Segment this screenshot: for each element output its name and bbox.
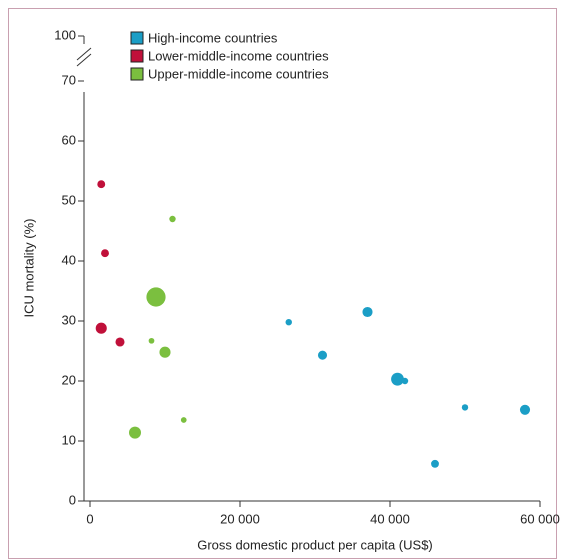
legend-label: Upper-middle-income countries xyxy=(148,66,329,81)
y-tick-label: 20 xyxy=(62,372,76,387)
x-tick-label: 0 xyxy=(86,511,93,526)
bubble xyxy=(362,306,373,318)
legend-label: Lower-middle-income countries xyxy=(148,48,329,63)
bubble xyxy=(101,249,109,258)
legend-label: High-income countries xyxy=(148,30,278,45)
legend-swatch xyxy=(130,31,144,45)
y-tick-label: 70 xyxy=(62,72,76,87)
y-tick-label: 30 xyxy=(62,312,76,327)
bubble xyxy=(461,404,469,411)
bubble xyxy=(391,372,404,386)
bubble xyxy=(148,337,155,344)
y-tick-label: 10 xyxy=(62,432,76,447)
bubble xyxy=(180,417,187,423)
bubble xyxy=(169,215,176,223)
bubble xyxy=(146,287,166,307)
bubble xyxy=(431,459,439,468)
x-tick-label: 40 000 xyxy=(370,511,410,526)
y-tick-label: 40 xyxy=(62,252,76,267)
bubble xyxy=(401,377,409,385)
bubble xyxy=(317,350,328,360)
y-tick-label: 50 xyxy=(62,192,76,207)
y-tick-label: 0 xyxy=(69,492,76,507)
x-tick-label: 60 000 xyxy=(520,511,560,526)
frame xyxy=(8,8,557,559)
bubble xyxy=(129,426,141,439)
bubble xyxy=(159,346,171,358)
bubble xyxy=(97,180,106,189)
bubble xyxy=(115,337,125,347)
y-tick-label: 100 xyxy=(54,27,76,42)
y-tick-label: 60 xyxy=(62,132,76,147)
bubble xyxy=(519,404,531,415)
bubble xyxy=(95,322,107,334)
bubble xyxy=(285,319,292,326)
axis-break xyxy=(76,53,92,67)
axis-break xyxy=(76,47,92,61)
y-axis-label: ICU mortality (%) xyxy=(21,219,36,318)
x-tick-label: 20 000 xyxy=(220,511,260,526)
x-axis-label: Gross domestic product per capita (US$) xyxy=(197,537,433,552)
legend-swatch xyxy=(130,49,144,63)
legend-swatch xyxy=(130,67,144,81)
